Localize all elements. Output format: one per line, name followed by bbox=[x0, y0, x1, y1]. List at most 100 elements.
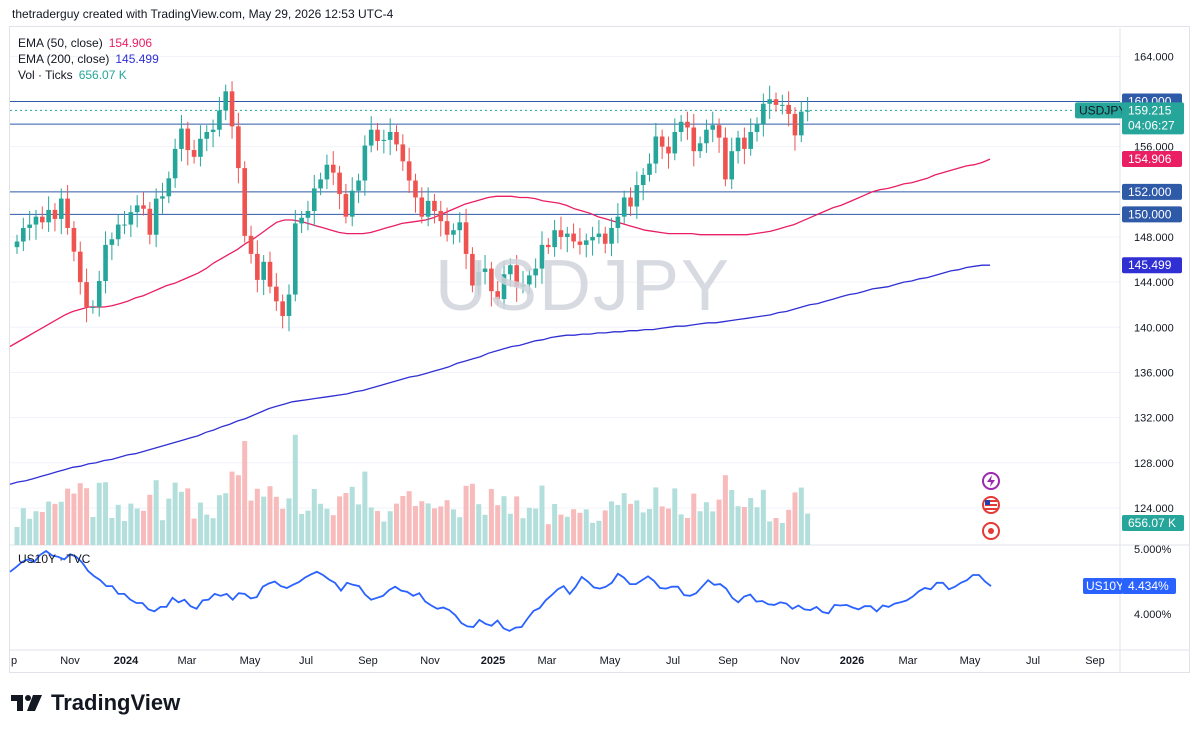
volume-bar bbox=[722, 475, 728, 545]
legend-ema200-label: EMA (200, close) bbox=[18, 52, 110, 66]
x-tick-label: Nov bbox=[60, 655, 80, 667]
candle-body bbox=[115, 224, 121, 240]
candle-body bbox=[621, 197, 627, 217]
y-tick-label: 144.000 bbox=[1134, 277, 1174, 289]
candle-body bbox=[179, 128, 184, 149]
candle-body bbox=[754, 124, 760, 132]
y-tick-label: 156.000 bbox=[1134, 142, 1174, 154]
candle-body bbox=[204, 131, 210, 139]
candle-body bbox=[558, 230, 564, 237]
volume-bar bbox=[84, 488, 90, 545]
us10y-value-box bbox=[1122, 578, 1176, 594]
price-label-box bbox=[1122, 183, 1182, 200]
candle-body bbox=[786, 104, 791, 114]
candle-body bbox=[330, 164, 336, 173]
candle-body bbox=[533, 268, 538, 276]
candle-body bbox=[27, 224, 32, 228]
volume-bar bbox=[65, 488, 71, 545]
volume-bar bbox=[96, 482, 102, 545]
volume-bar bbox=[514, 496, 520, 545]
candle-body bbox=[14, 241, 20, 248]
volume-bar bbox=[703, 502, 709, 545]
volume-bar bbox=[381, 521, 387, 545]
volume-bar bbox=[103, 482, 109, 545]
volume-bar bbox=[337, 496, 343, 545]
candle-body bbox=[773, 99, 779, 105]
candle-body bbox=[293, 223, 298, 295]
volume-bar bbox=[735, 506, 741, 545]
candle-body bbox=[514, 265, 519, 287]
candle-body bbox=[46, 209, 51, 223]
us-flag-icon[interactable] bbox=[982, 496, 1000, 514]
candle-body bbox=[299, 217, 304, 224]
candle-body bbox=[128, 212, 134, 225]
candle-body bbox=[552, 230, 557, 248]
legend-ema50[interactable]: EMA (50, close) 154.906 bbox=[18, 35, 152, 51]
candle-body bbox=[305, 211, 311, 218]
candle-body bbox=[590, 236, 595, 241]
volume-bar bbox=[558, 514, 564, 545]
lightning-icon[interactable] bbox=[982, 472, 1000, 490]
earnings-event-icon[interactable] bbox=[982, 522, 1000, 540]
volume-bar bbox=[609, 501, 615, 545]
candle-body bbox=[343, 194, 349, 217]
volume-bar bbox=[640, 512, 646, 545]
y-tick-label: 140.000 bbox=[1134, 322, 1174, 334]
volume-bar bbox=[488, 489, 494, 545]
volume-bar bbox=[678, 514, 684, 545]
volume-bar bbox=[425, 503, 431, 545]
candle-body bbox=[704, 129, 709, 144]
us10y-y-tick-label: 5.000% bbox=[1134, 544, 1172, 556]
volume-bar bbox=[400, 496, 406, 545]
volume-bar bbox=[324, 508, 330, 545]
candle-body bbox=[457, 222, 463, 231]
price-label-box bbox=[1122, 206, 1182, 223]
volume-bar bbox=[501, 496, 507, 545]
volume-bar bbox=[463, 485, 469, 545]
y-tick-label: 148.000 bbox=[1134, 232, 1174, 244]
candle-body bbox=[387, 131, 393, 140]
volume-bar bbox=[545, 524, 551, 545]
candle-body bbox=[58, 198, 64, 219]
candle-body bbox=[172, 148, 178, 179]
volume-bar bbox=[343, 493, 349, 545]
volume-bar bbox=[647, 509, 652, 545]
legend-volume[interactable]: Vol · Ticks 656.07 K bbox=[18, 67, 127, 83]
candle-body bbox=[286, 294, 292, 317]
legend-volume-value: 656.07 K bbox=[78, 68, 127, 82]
volume-bar bbox=[665, 508, 671, 545]
price-label-text: 150.000 bbox=[1128, 207, 1172, 221]
candle-body bbox=[723, 137, 728, 180]
candle-body bbox=[413, 180, 418, 198]
legend-ema200[interactable]: EMA (200, close) 145.499 bbox=[18, 51, 159, 67]
us10y-pane-title[interactable]: US10Y · TVC bbox=[18, 552, 91, 566]
candle-body bbox=[21, 227, 26, 242]
volume-bar bbox=[191, 518, 197, 545]
volume-bar bbox=[615, 505, 621, 545]
last-price-box bbox=[1122, 102, 1184, 135]
volume-bar bbox=[754, 507, 760, 545]
volume-bar bbox=[387, 511, 393, 545]
candle-body bbox=[596, 233, 602, 237]
candle-body bbox=[274, 286, 279, 302]
candle-body bbox=[362, 145, 368, 181]
volume-bar bbox=[311, 489, 317, 545]
symbol-watermark: USDJPY bbox=[435, 246, 732, 326]
volume-bar bbox=[760, 489, 766, 545]
candle-body bbox=[583, 240, 589, 245]
volume-bar bbox=[628, 503, 634, 545]
candle-body bbox=[166, 178, 172, 197]
volume-bar bbox=[375, 511, 381, 545]
tradingview-logo[interactable]: TradingView bbox=[11, 690, 180, 716]
volume-bar bbox=[691, 493, 697, 545]
volume-bar bbox=[223, 493, 229, 545]
candle-body bbox=[191, 150, 197, 157]
volume-bar bbox=[469, 483, 475, 545]
us10y-value: 4.434% bbox=[1128, 579, 1169, 593]
candle-body bbox=[799, 111, 804, 136]
y-tick-label: 136.000 bbox=[1134, 367, 1174, 379]
candle-body bbox=[267, 261, 273, 287]
price-label: 150.000 bbox=[1122, 206, 1182, 223]
candle-body bbox=[780, 104, 785, 106]
